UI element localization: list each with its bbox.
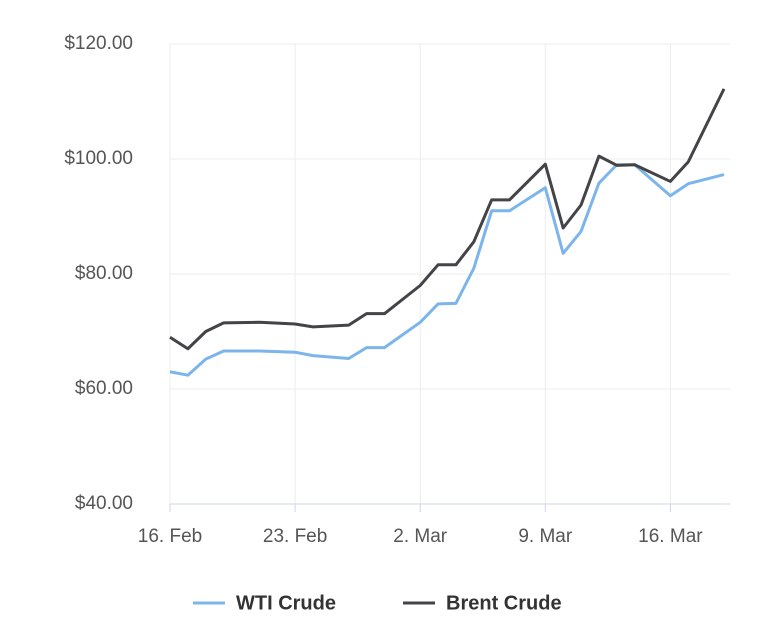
y-tick-label: $60.00 bbox=[75, 378, 133, 399]
x-tick-label: 23. Feb bbox=[263, 526, 327, 547]
legend-label: Brent Crude bbox=[446, 592, 562, 614]
y-tick-label: $80.00 bbox=[75, 263, 133, 284]
y-tick-label: $120.00 bbox=[64, 33, 133, 54]
x-tick-label: 16. Mar bbox=[638, 526, 703, 547]
x-tick-label: 16. Feb bbox=[138, 526, 202, 547]
series-line bbox=[169, 163, 725, 377]
series-line bbox=[169, 88, 726, 351]
x-tick-label: 9. Mar bbox=[518, 526, 573, 547]
legend-label: WTI Crude bbox=[236, 592, 336, 614]
y-tick-label: $100.00 bbox=[64, 148, 133, 169]
y-tick-label: $40.00 bbox=[75, 493, 133, 514]
x-tick-label: 2. Mar bbox=[393, 526, 448, 547]
